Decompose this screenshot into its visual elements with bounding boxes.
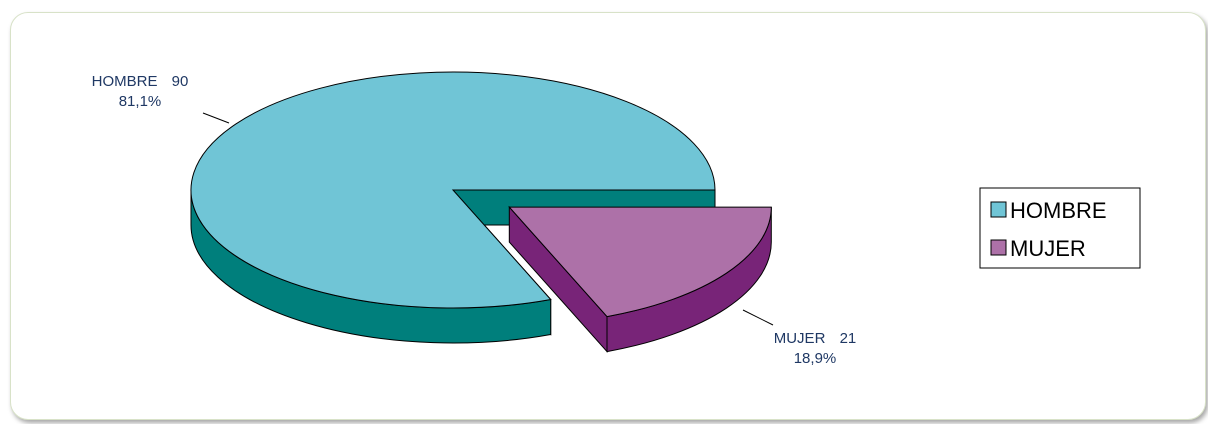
legend-swatch-mujer [990, 239, 1007, 256]
data-label-hombre-percent: 81,1% [119, 93, 162, 110]
mujer-top [508, 206, 772, 318]
mujer-leader-line [742, 309, 774, 326]
data-label-mujer: MUJER 21 [774, 330, 857, 347]
hombre-top [190, 71, 716, 309]
data-label-hombre-name: HOMBRE [92, 73, 158, 90]
data-label-mujer-name: MUJER [774, 330, 826, 347]
legend: HOMBRE MUJER [979, 187, 1141, 269]
legend-label-mujer: MUJER [1010, 236, 1086, 261]
pie-slices [190, 71, 772, 353]
legend-label-hombre: HOMBRE [1010, 198, 1107, 223]
data-label-hombre: HOMBRE 90 [92, 73, 189, 90]
hombre-leader-line [202, 112, 230, 124]
data-label-mujer-value: 21 [840, 330, 857, 347]
data-label-hombre-value: 90 [172, 73, 189, 90]
legend-box [979, 187, 1141, 269]
data-label-mujer-percent: 18,9% [794, 350, 837, 367]
legend-swatch-hombre [990, 201, 1007, 218]
